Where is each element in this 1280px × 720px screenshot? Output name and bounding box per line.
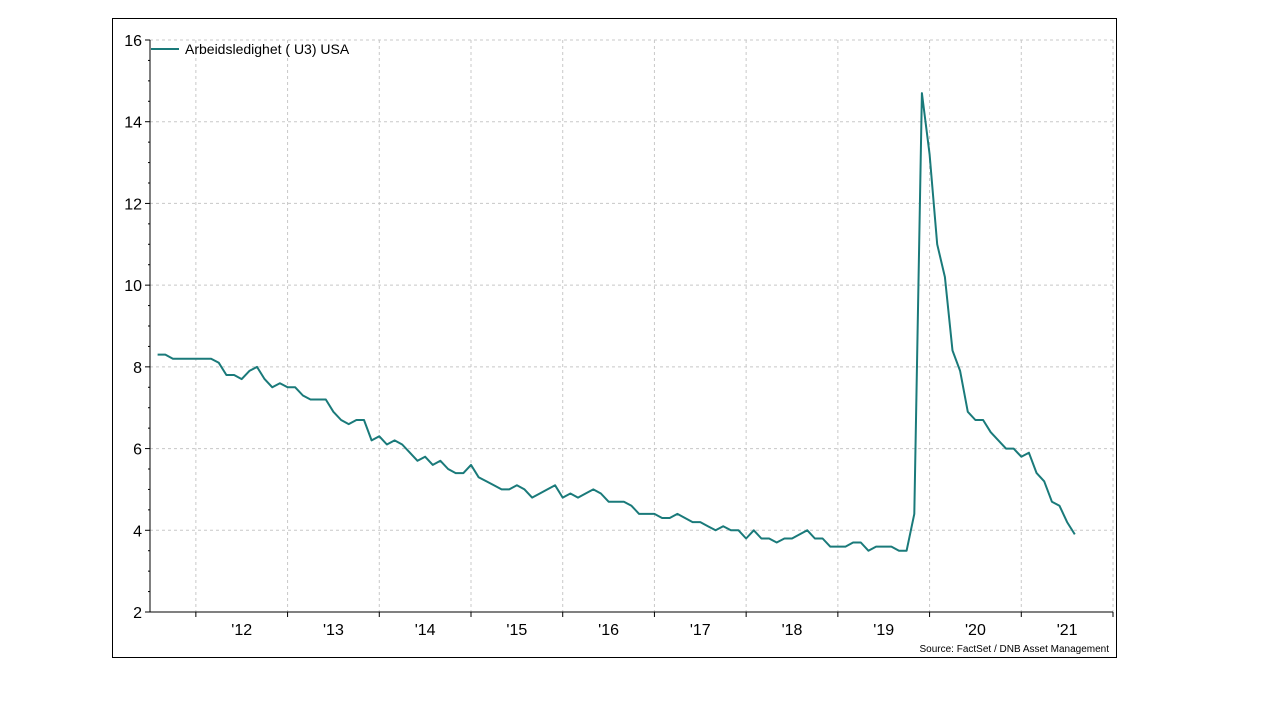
x-tick-label: '13 [323, 622, 344, 639]
y-tick-label: 10 [124, 278, 142, 295]
axes: 2 4 6 8 10 12 14 16 '12 '13 '14 '15 '16 '17 '18 '19 '20 '… [124, 33, 1114, 639]
x-tick-label: '21 [1057, 622, 1078, 639]
x-tick-label: '16 [598, 622, 619, 639]
y-tick-label: 8 [133, 360, 142, 377]
y-tick-label: 16 [124, 33, 142, 50]
series-layer [157, 92, 1076, 552]
y-tick-label: 12 [124, 196, 142, 213]
chart-frame: 2 4 6 8 10 12 14 16 '12 '13 '14 '15 '16 '17 '18 '19 '20 '… [112, 18, 1117, 658]
y-tick-label: 2 [133, 605, 142, 622]
x-tick-label: '20 [965, 622, 986, 639]
x-tick-label: '12 [231, 622, 252, 639]
source-note: Source: FactSet / DNB Asset Management [919, 644, 1109, 655]
x-tick-label: '18 [782, 622, 803, 639]
y-tick-label: 14 [124, 115, 142, 132]
series-line-unemployment-usa [157, 92, 1076, 552]
legend-label: Arbeidsledighet ( U3) USA [185, 41, 350, 57]
x-tick-label: '19 [873, 622, 894, 639]
line-chart: 2 4 6 8 10 12 14 16 '12 '13 '14 '15 '16 '17 '18 '19 '20 '… [124, 33, 1114, 655]
x-tick-label: '14 [415, 622, 436, 639]
legend: Arbeidsledighet ( U3) USA [151, 41, 350, 57]
y-tick-label: 6 [133, 442, 142, 459]
gridlines [150, 39, 1114, 612]
x-tick-label: '17 [690, 622, 711, 639]
y-tick-label: 4 [133, 523, 142, 540]
x-tick-label: '15 [506, 622, 527, 639]
